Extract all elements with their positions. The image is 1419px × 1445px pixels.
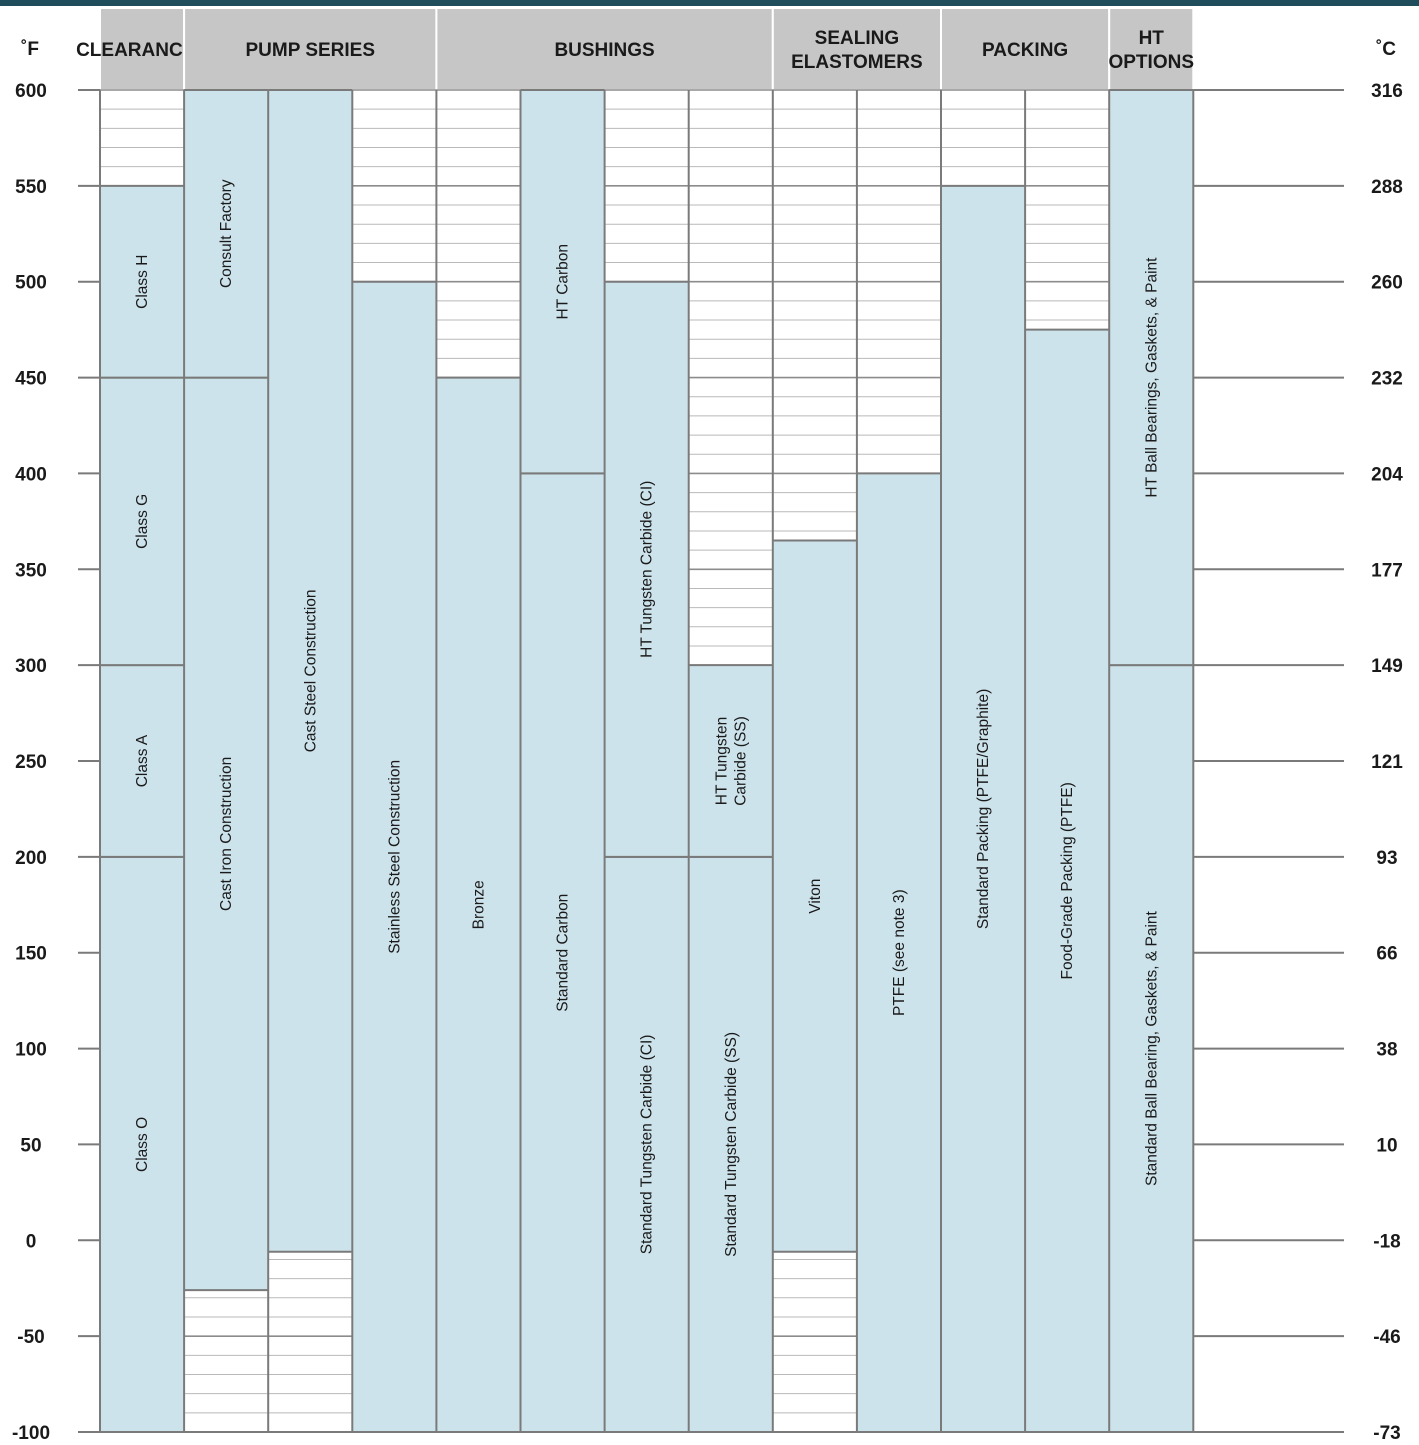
celsius-tick-label: 260: [1371, 273, 1403, 294]
bar-standard-packing-ptfe-graphite: [941, 185, 1026, 1432]
bar-class-h: [100, 185, 185, 378]
bar-label: Food-Grade Packing (PTFE): [1059, 782, 1076, 979]
celsius-tick-label: 177: [1371, 560, 1403, 581]
bar-viton: [772, 540, 857, 1252]
celsius-tick-label: 38: [1376, 1040, 1397, 1061]
bar-label: PTFE (see note 3): [891, 889, 908, 1016]
column-separators: [99, 90, 1195, 1433]
bar-consult-factory: [184, 90, 269, 378]
fahrenheit-tick-label: 250: [15, 752, 47, 773]
bar-label: Stainless Steel Construction: [386, 760, 403, 954]
bar-label: Consult Factory: [218, 179, 235, 288]
celsius-tick-label: 204: [1371, 464, 1403, 485]
celsius-tick-label: 149: [1371, 656, 1403, 677]
bar-cast-iron-construction: [184, 377, 269, 1291]
bar-standard-tungsten-carbide-ss: [688, 856, 773, 1432]
group-header-bushings: [435, 7, 774, 91]
bar-class-o: [100, 856, 185, 1432]
fahrenheit-unit-label: ˚F: [21, 39, 39, 60]
group-headers: CLEARANCES PUMP SERIES BUSHINGS SEALING ELAS…: [76, 7, 1195, 91]
bar-label: Class A: [134, 734, 151, 787]
bar-label: Standard Tungsten Carbide (SS): [723, 1032, 740, 1257]
fahrenheit-tick-label: 150: [15, 944, 47, 965]
celsius-tick-label: -73: [1373, 1423, 1400, 1444]
group-header-label: BUSHINGS: [554, 40, 654, 61]
fahrenheit-tick-label: 550: [15, 177, 47, 198]
fahrenheit-tick-label: 100: [15, 1040, 47, 1061]
bar-class-g: [100, 377, 185, 666]
bar-label: HT Ball Bearings, Gaskets, & Paint: [1143, 257, 1160, 498]
celsius-tick-label: 232: [1371, 369, 1403, 390]
bar-label: Cast Iron Construction: [218, 757, 235, 911]
celsius-tick-label: 66: [1376, 944, 1397, 965]
fahrenheit-tick-label: 500: [15, 273, 47, 294]
bar-ht-ball-bearings-gaskets-paint: [1109, 90, 1194, 666]
bar-ptfe-see-note-3: [856, 473, 941, 1432]
celsius-tick-label: 121: [1371, 752, 1403, 773]
bar-stainless-steel-construction: [352, 281, 437, 1432]
bar-food-grade-packing-ptfe: [1025, 329, 1110, 1433]
fahrenheit-tick-label: 450: [15, 369, 47, 390]
celsius-tick-label: 10: [1376, 1135, 1397, 1156]
fahrenheit-tick-label: 300: [15, 656, 47, 677]
group-header-pump-series: [183, 7, 438, 91]
bar-cast-steel-construction: [268, 90, 353, 1252]
bar-class-a: [100, 665, 185, 857]
celsius-tick-label: -46: [1373, 1327, 1400, 1348]
celsius-tick-label: -18: [1373, 1231, 1400, 1252]
bar-ht-tungsten-carbide-ss: [688, 665, 773, 857]
bar-ht-tungsten-carbide-ci: [604, 281, 689, 857]
group-header-sealing-elastomers: [771, 7, 942, 91]
fahrenheit-tick-label: 50: [20, 1135, 41, 1156]
group-header-label: CLEARANCES: [76, 40, 208, 61]
bar-label: Bronze: [470, 880, 487, 929]
bar-label: Cast Steel Construction: [302, 589, 319, 752]
top-accent-bar: [0, 0, 1419, 6]
bar-label: Standard Carbon: [555, 894, 572, 1012]
fahrenheit-tick-label: 350: [15, 560, 47, 581]
fahrenheit-tick-label: 600: [15, 81, 47, 102]
temperature-axes: ˚F ˚C600550500450400350300250200150100500…: [12, 39, 1403, 1444]
bar-standard-carbon: [520, 473, 605, 1432]
fahrenheit-tick-label: 400: [15, 464, 47, 485]
bar-label: HT Tungsten Carbide (SS): [713, 716, 749, 806]
bar-standard-ball-bearing-gaskets-paint: [1109, 665, 1194, 1432]
group-header-label: SEALING ELASTOMERS: [791, 28, 923, 73]
bar-label: Standard Ball Bearing, Gaskets, & Paint: [1143, 910, 1160, 1186]
fahrenheit-tick-label: 0: [26, 1231, 37, 1252]
bar-label: Class O: [134, 1117, 151, 1172]
celsius-tick-label: 316: [1371, 81, 1403, 102]
celsius-tick-label: 288: [1371, 177, 1403, 198]
fahrenheit-tick-label: -50: [17, 1327, 44, 1348]
bar-label: Class G: [134, 494, 151, 549]
group-header-ht-options: [1108, 7, 1195, 91]
bar-label: Class H: [134, 255, 151, 309]
bar-label: Viton: [807, 879, 824, 914]
celsius-unit-label: ˚C: [1376, 39, 1396, 60]
bar-label: Standard Packing (PTFE/Graphite): [975, 689, 992, 929]
bar-label: Standard Tungsten Carbide (CI): [639, 1035, 656, 1255]
group-header-label: HT OPTIONS: [1108, 28, 1194, 73]
bar-label: HT Carbon: [555, 244, 572, 320]
bar-ht-carbon: [520, 90, 605, 474]
fahrenheit-tick-label: -100: [12, 1423, 50, 1444]
bar-bronze: [436, 377, 521, 1433]
bar-label: HT Tungsten Carbide (CI): [639, 481, 656, 658]
bar-standard-tungsten-carbide-ci: [604, 856, 689, 1432]
group-header-label: PACKING: [982, 40, 1068, 61]
range-bars: Class O Class A Class G Class H Cast Iron Co…: [100, 89, 1194, 1433]
group-header-label: PUMP SERIES: [245, 40, 375, 61]
fahrenheit-tick-label: 200: [15, 848, 47, 869]
celsius-tick-label: 93: [1376, 848, 1397, 869]
